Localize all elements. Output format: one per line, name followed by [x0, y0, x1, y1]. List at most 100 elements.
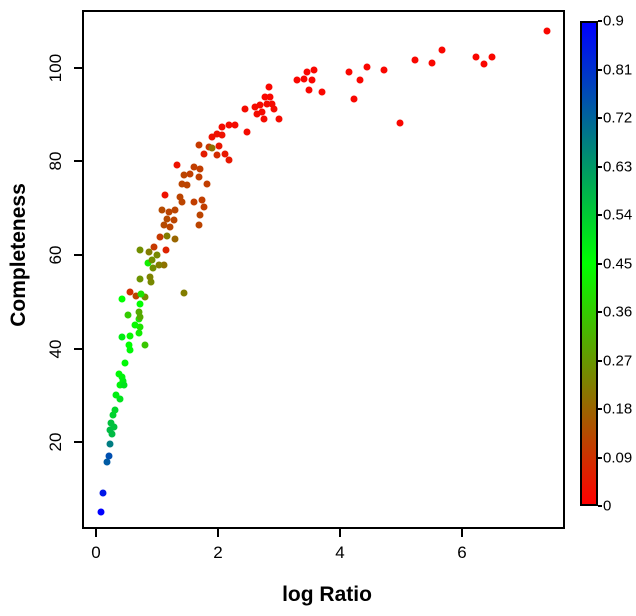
y-tick [74, 66, 82, 69]
data-point [118, 295, 126, 303]
data-point [147, 278, 155, 286]
x-tick [216, 529, 219, 537]
plot-area [82, 10, 565, 529]
x-tick-label: 6 [457, 543, 467, 562]
data-point [180, 171, 188, 179]
y-axis-title: Completeness [7, 183, 30, 327]
data-point [173, 161, 181, 169]
data-point [213, 151, 221, 159]
data-point [112, 391, 120, 399]
colorbar-tick-label: 0.27 [603, 352, 633, 369]
data-point [300, 75, 308, 83]
data-point [155, 261, 163, 269]
data-point [137, 290, 145, 298]
x-tick [95, 529, 98, 537]
colorbar-legend [580, 21, 598, 506]
data-point [260, 115, 268, 123]
data-point [225, 121, 233, 129]
data-point [208, 133, 216, 141]
data-point [109, 411, 117, 419]
x-tick-label: 0 [91, 543, 101, 562]
data-point [213, 130, 221, 138]
data-point [99, 489, 107, 497]
data-point [356, 76, 364, 84]
data-point [261, 93, 269, 101]
data-point [106, 426, 114, 434]
y-tick-label: 40 [46, 339, 65, 358]
data-point [126, 332, 134, 340]
data-point [543, 27, 551, 35]
data-point [136, 323, 144, 331]
data-point [110, 423, 118, 431]
data-point [275, 115, 283, 123]
data-point [221, 150, 229, 158]
colorbar-tick [598, 68, 602, 71]
data-point [105, 452, 113, 460]
data-point [480, 60, 488, 68]
y-tick [74, 254, 82, 256]
data-point [183, 181, 191, 189]
data-point [119, 377, 127, 385]
data-point [363, 63, 371, 71]
data-point [144, 259, 152, 267]
data-point [203, 180, 211, 188]
data-point [136, 313, 144, 321]
colorbar-tick-label: 0.45 [603, 255, 633, 272]
data-point [266, 93, 274, 101]
data-point [103, 458, 111, 466]
data-point [253, 110, 261, 118]
data-point [350, 95, 358, 103]
data-point [488, 53, 496, 61]
data-point [305, 86, 313, 94]
data-point [196, 211, 204, 219]
data-point [111, 406, 119, 414]
data-point [118, 333, 126, 341]
data-point [97, 508, 105, 516]
data-point [218, 131, 226, 139]
data-point [135, 308, 143, 316]
data-point [178, 198, 186, 206]
data-point [171, 206, 179, 214]
data-point [195, 173, 203, 181]
data-point [145, 248, 153, 256]
data-point [162, 246, 170, 254]
data-point [150, 243, 158, 251]
colorbar-tick [598, 165, 602, 168]
data-point [141, 293, 149, 301]
x-tick [338, 529, 341, 537]
data-point [270, 105, 278, 113]
data-point [163, 232, 171, 240]
data-point [163, 215, 171, 223]
data-point [241, 105, 249, 113]
data-point [308, 76, 316, 84]
colorbar-tick [598, 408, 602, 410]
data-point [428, 59, 436, 67]
data-point [116, 395, 124, 403]
data-point [190, 198, 198, 206]
data-point [208, 144, 216, 152]
data-point [120, 381, 128, 389]
data-point [153, 251, 161, 259]
data-point [396, 119, 404, 127]
data-point [136, 246, 144, 254]
data-point [176, 193, 184, 201]
data-point [438, 46, 446, 54]
data-point [166, 223, 174, 231]
x-tick-label: 4 [335, 543, 345, 562]
colorbar-tick [598, 262, 602, 265]
colorbar-tick-label: 0.09 [603, 449, 633, 466]
data-point [136, 275, 144, 283]
data-point [198, 196, 206, 204]
x-tick-label: 2 [213, 543, 223, 562]
data-point [149, 264, 157, 272]
data-point [118, 373, 126, 381]
data-point [107, 419, 115, 427]
data-point [171, 235, 179, 243]
data-point [265, 83, 273, 91]
data-point [106, 440, 114, 448]
data-point [263, 100, 271, 108]
data-point [256, 101, 264, 109]
data-point [293, 76, 301, 84]
colorbar-tick [598, 214, 602, 216]
colorbar-tick-label: 0 [603, 497, 612, 515]
